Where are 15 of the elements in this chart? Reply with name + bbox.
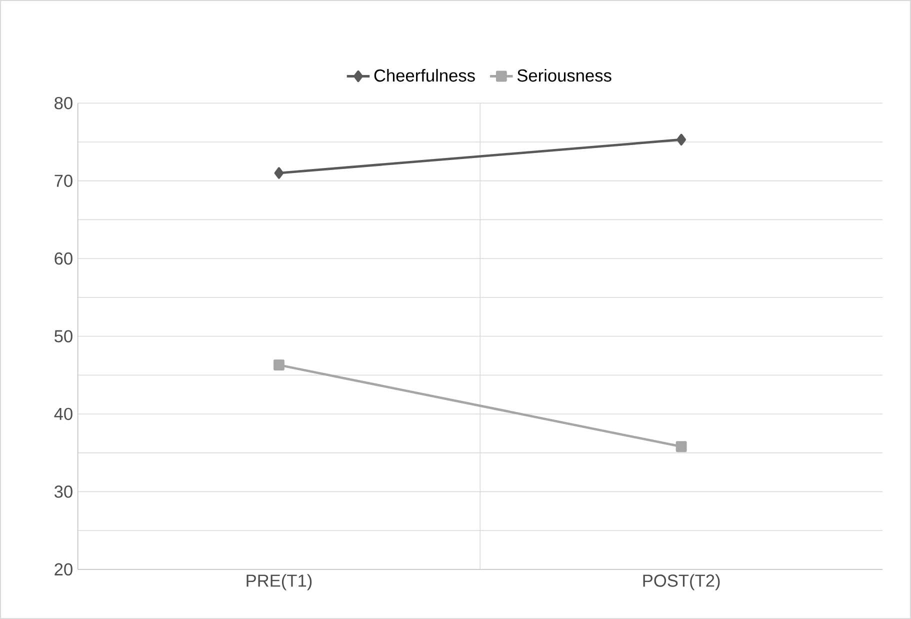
x-tick-label: POST(T2) bbox=[643, 574, 720, 590]
point bbox=[676, 441, 687, 452]
y-tick-label: 50 bbox=[54, 330, 72, 342]
point bbox=[274, 359, 284, 370]
point bbox=[274, 167, 284, 179]
y-tick-label: 30 bbox=[54, 485, 72, 498]
y-tick-label: 80 bbox=[54, 96, 72, 110]
legend-label: Cheerfulness bbox=[374, 68, 475, 82]
y-tick-label: 60 bbox=[54, 252, 72, 265]
x-tick-label: PRE(T1) bbox=[246, 574, 312, 590]
y-tick-label: 70 bbox=[54, 174, 72, 187]
y-tick-label: 40 bbox=[54, 408, 72, 420]
y-tick-label: 20 bbox=[54, 563, 72, 576]
legend-label: Seriousness bbox=[517, 68, 612, 82]
point bbox=[676, 134, 686, 146]
